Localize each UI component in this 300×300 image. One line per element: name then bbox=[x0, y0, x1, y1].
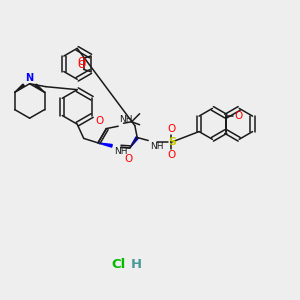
Polygon shape bbox=[35, 84, 45, 92]
Text: O: O bbox=[77, 57, 85, 68]
Text: N: N bbox=[26, 73, 34, 83]
Text: O: O bbox=[235, 111, 243, 121]
Text: O: O bbox=[124, 154, 132, 164]
Polygon shape bbox=[98, 143, 112, 147]
Polygon shape bbox=[130, 137, 138, 148]
Text: O: O bbox=[77, 60, 85, 70]
Text: S: S bbox=[168, 137, 176, 147]
Text: NH: NH bbox=[119, 115, 133, 124]
Text: Cl: Cl bbox=[112, 258, 126, 271]
Text: O: O bbox=[167, 124, 175, 134]
Text: O: O bbox=[96, 116, 104, 126]
Text: NH: NH bbox=[150, 142, 164, 151]
Polygon shape bbox=[15, 84, 24, 92]
Text: O: O bbox=[167, 150, 175, 160]
Text: NH: NH bbox=[114, 147, 128, 156]
Text: H: H bbox=[131, 258, 142, 271]
